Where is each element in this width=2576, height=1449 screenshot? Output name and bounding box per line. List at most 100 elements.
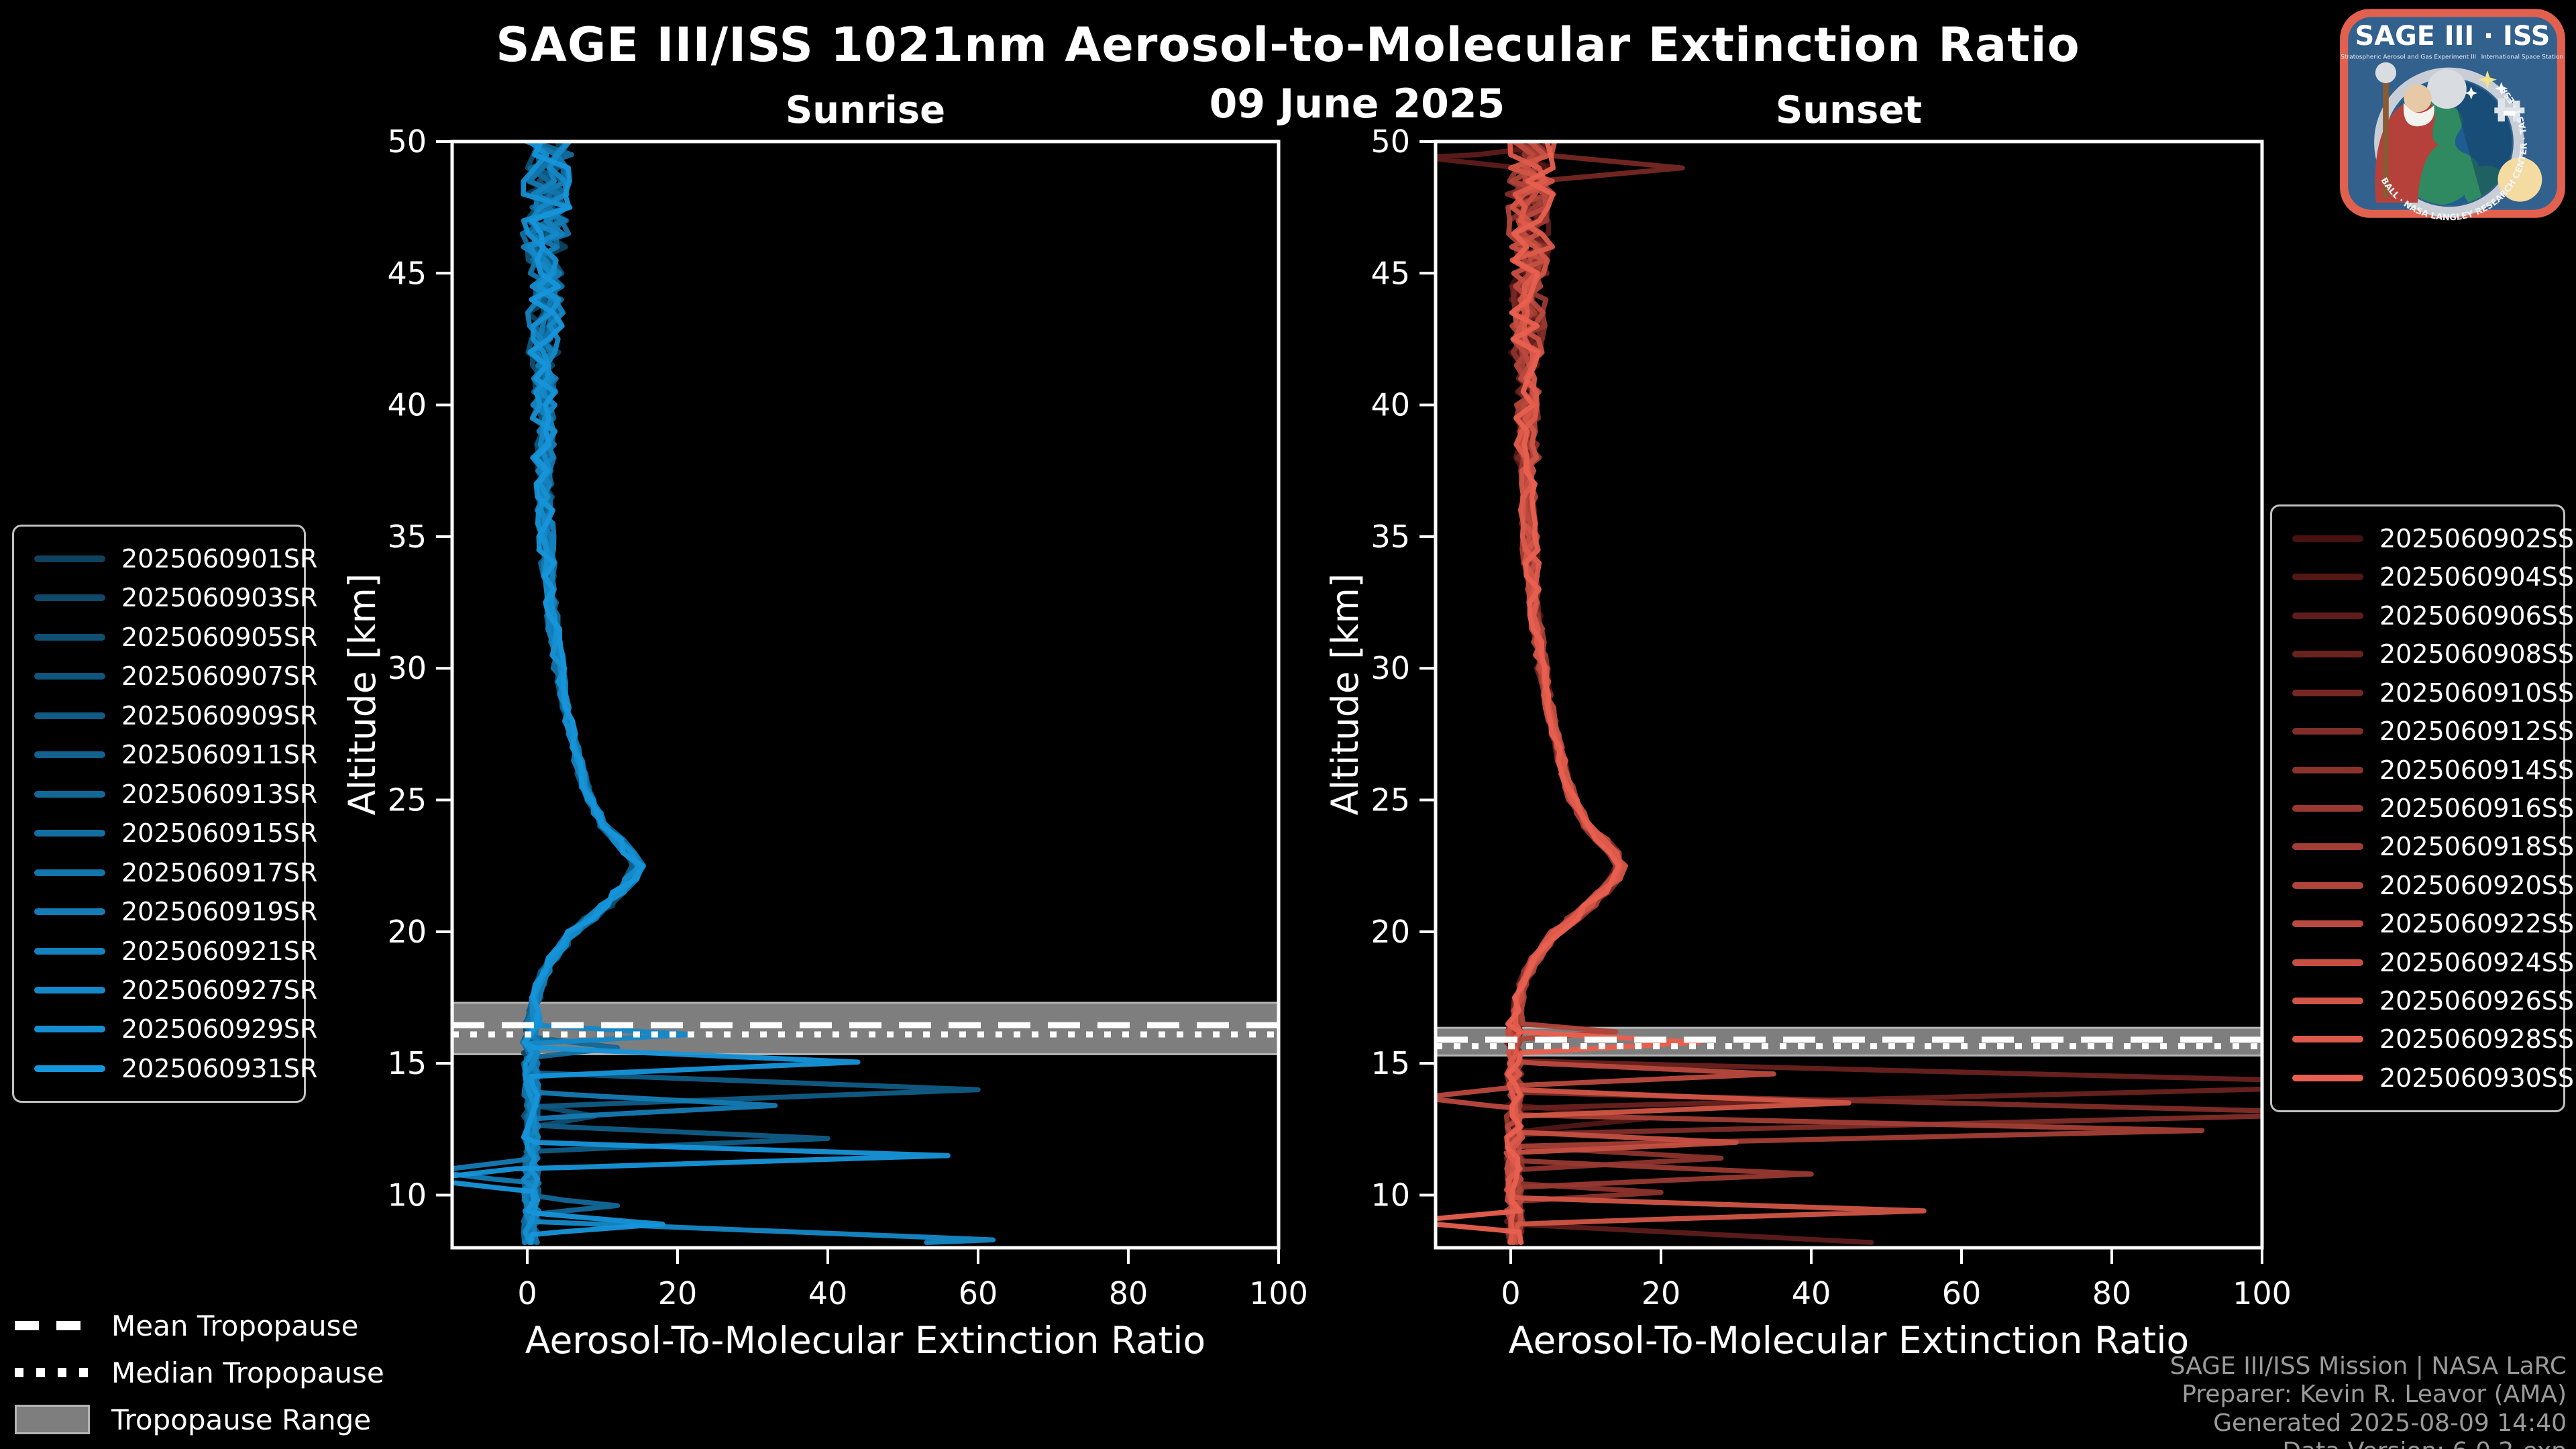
legend-item-event: 2025060907SR	[26, 657, 317, 695]
y-tick-label: 40	[1371, 387, 1410, 423]
event-id-label: 2025060916SS	[2379, 793, 2575, 823]
x-tick-label: 20	[658, 1275, 698, 1311]
event-id-label: 2025060926SS	[2379, 986, 2575, 1016]
y-tick-label: 20	[387, 914, 427, 950]
event-color-swatch	[34, 790, 105, 798]
legend-item-mean-tropopause: Mean Tropopause	[15, 1307, 384, 1344]
event-color-swatch	[2292, 728, 2363, 735]
legend-item-event: 2025060919SR	[26, 893, 317, 930]
event-id-label: 2025060912SS	[2379, 716, 2575, 747]
figure-title: SAGE III/ISS 1021nm Aerosol-to-Molecular…	[496, 17, 2080, 72]
event-id-label: 2025060907SR	[121, 661, 318, 692]
patch-sun	[2498, 157, 2542, 202]
event-color-swatch	[34, 751, 105, 759]
plot-frame	[1434, 140, 2264, 1250]
event-id-label: 2025060928SS	[2379, 1024, 2575, 1055]
sunrise-profile-2025060909SR	[520, 142, 981, 1245]
legend-item-event: 2025060914SS	[2284, 751, 2574, 789]
event-id-label: 2025060909SR	[121, 700, 318, 731]
x-axis-label-sunrise: Aerosol-To-Molecular Extinction Ratio	[525, 1319, 1206, 1362]
y-tick-label: 15	[1371, 1045, 1410, 1081]
event-id-label: 2025060922SS	[2379, 909, 2575, 939]
sunrise-profile-2025060931SR	[452, 142, 951, 1245]
credits-block: SAGE III/ISS Mission | NASA LaRC Prepare…	[2170, 1352, 2567, 1449]
event-id-label: 2025060908SS	[2379, 639, 2575, 669]
event-id-label: 2025060917SR	[121, 857, 318, 888]
x-tick-label: 20	[1642, 1275, 1681, 1311]
sunrise-profile-2025060929SR	[521, 142, 640, 1245]
legend-item-tropopause-range: Tropopause Range	[15, 1401, 384, 1438]
patch-subtitle-right: International Space Station	[2481, 54, 2564, 61]
sunset-profile-2025060928SS	[1505, 142, 1623, 1245]
sunset-profile-2025060930SS	[1436, 142, 1701, 1245]
event-id-label: 2025060931SR	[121, 1053, 318, 1083]
event-id-label: 2025060921SR	[121, 936, 318, 966]
panel-sunrise: 0 20 40 60 80 100 10 15 20 25 30 35 40 45 50	[387, 123, 1307, 1311]
legend-sunrise-events: 2025060901SR 2025060903SR 2025060905SR 2025…	[12, 525, 317, 1103]
event-color-swatch	[2292, 881, 2363, 889]
patch-stars	[2465, 70, 2508, 100]
y-tick-label: 40	[387, 387, 427, 423]
y-tick-label: 25	[1371, 782, 1410, 818]
event-color-swatch	[2292, 804, 2363, 812]
event-color-swatch	[2292, 689, 2363, 696]
panel-title-sunset: Sunset	[1775, 89, 1923, 132]
event-color-swatch	[34, 1026, 105, 1033]
legend-item-event: 2025060920SS	[2284, 867, 2574, 904]
event-color-swatch	[34, 908, 105, 916]
legend-item-event: 2025060912SS	[2284, 712, 2574, 750]
legend-item-event: 2025060906SS	[2284, 597, 2574, 635]
legend-item-event: 2025060902SS	[2284, 520, 2574, 557]
y-tick-label: 15	[387, 1045, 427, 1081]
event-color-swatch	[34, 555, 105, 562]
credits-preparer: Preparer: Kevin R. Leavor (AMA)	[2182, 1381, 2567, 1409]
legend-item-event: 2025060926SS	[2284, 982, 2574, 1020]
event-id-label: 2025060913SR	[121, 779, 318, 809]
legend-item-event: 2025060903SR	[26, 579, 317, 616]
legend-item-event: 2025060916SS	[2284, 790, 2574, 827]
panel-title-sunrise: Sunrise	[785, 89, 946, 132]
event-color-swatch	[2292, 1036, 2363, 1043]
x-tick-label: 40	[1792, 1275, 1831, 1311]
legend-item-median-tropopause: Median Tropopause	[15, 1354, 384, 1391]
event-id-label: 2025060924SS	[2379, 947, 2575, 977]
y-axis-label-sunrise: Altitude [km]	[341, 573, 384, 816]
event-id-label: 2025060927SR	[121, 975, 318, 1005]
event-id-label: 2025060919SR	[121, 897, 318, 927]
event-color-swatch	[2292, 959, 2363, 966]
legend-item-event: 2025060908SS	[2284, 635, 2574, 673]
y-tick-label: 25	[387, 782, 427, 818]
credits-version: Data Version: 6.0.2-exp	[2170, 1438, 2567, 1449]
patch-subtitle-left: Stratospheric Aerosol and Gas Experiment…	[2341, 54, 2476, 61]
event-color-swatch	[2292, 766, 2363, 773]
x-tick-label: 40	[808, 1275, 848, 1311]
legend-item-event: 2025060911SR	[26, 736, 317, 773]
event-color-swatch	[2292, 535, 2363, 542]
event-id-label: 2025060929SR	[121, 1014, 318, 1044]
event-color-swatch	[2292, 574, 2363, 581]
x-tick-label: 0	[1501, 1275, 1520, 1311]
y-tick-label: 30	[387, 650, 427, 686]
y-tick-label: 30	[1371, 650, 1410, 686]
event-color-swatch	[34, 1065, 105, 1072]
event-id-label: 2025060901SR	[121, 544, 318, 574]
x-tick-label: 100	[1249, 1275, 1308, 1311]
x-axis-label-sunset: Aerosol-To-Molecular Extinction Ratio	[1508, 1319, 2190, 1362]
y-tick-label: 10	[387, 1177, 427, 1213]
y-axis-label-sunset: Altitude [km]	[1324, 573, 1366, 816]
event-color-swatch	[34, 830, 105, 837]
legend-item-event: 2025060915SR	[26, 814, 317, 852]
event-color-swatch	[34, 947, 105, 955]
event-color-swatch	[34, 673, 105, 680]
sunset-profile-2025060922SS	[1436, 142, 1776, 1245]
legend-label: Median Tropopause	[111, 1356, 384, 1389]
credits-generated: Generated 2025-08-09 14:40	[2213, 1409, 2567, 1437]
legend-sunset-events: 2025060902SS 2025060904SS 2025060906SS 2025…	[2270, 504, 2574, 1112]
event-id-label: 2025060902SS	[2379, 524, 2575, 553]
legend-item-event: 2025060910SS	[2284, 674, 2574, 712]
event-color-swatch	[2292, 651, 2363, 658]
event-color-swatch	[2292, 920, 2363, 928]
legend-item-event: 2025060927SR	[26, 971, 317, 1009]
